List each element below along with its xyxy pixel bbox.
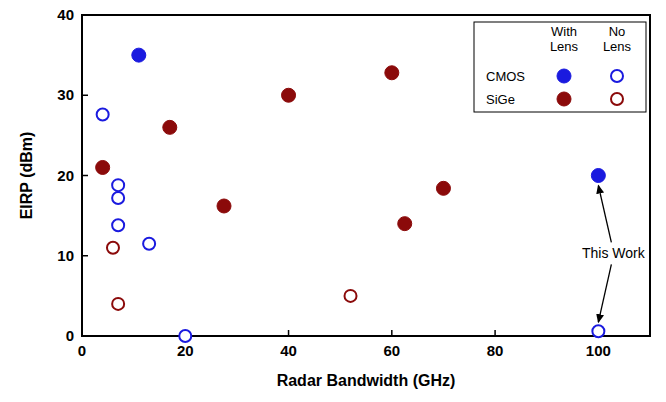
legend-column-word: With — [551, 24, 577, 39]
point — [112, 219, 124, 231]
legend-column: WithLens — [550, 24, 579, 54]
point — [217, 199, 231, 213]
legend-column-word: No — [609, 24, 626, 39]
point — [96, 160, 110, 174]
x-tick-label: 20 — [177, 342, 194, 359]
y-tick-label: 0 — [66, 327, 74, 344]
y-tick — [82, 95, 88, 97]
x-tick-label: 0 — [78, 342, 86, 359]
annotation: This Work — [582, 245, 646, 261]
legend-box — [474, 22, 646, 112]
point — [112, 192, 124, 204]
point — [592, 325, 604, 337]
point — [163, 120, 177, 134]
point — [436, 181, 450, 195]
point — [97, 109, 109, 121]
point — [143, 238, 155, 250]
point — [345, 290, 357, 302]
x-axis-label: Radar Bandwidth (GHz) — [277, 372, 456, 389]
legend-marker — [557, 92, 571, 106]
x-tick-label: 80 — [487, 342, 504, 359]
x-tick — [494, 330, 496, 336]
x-tick-label: 60 — [383, 342, 400, 359]
point — [591, 169, 605, 183]
point — [282, 88, 296, 102]
legend-row: CMOS — [486, 69, 525, 84]
y-tick-label: 20 — [57, 167, 74, 184]
plot-frame — [82, 15, 650, 336]
y-tick-label: 30 — [57, 86, 74, 103]
point — [398, 217, 412, 231]
legend-marker — [611, 70, 623, 82]
y-tick — [82, 175, 88, 177]
point — [179, 330, 191, 342]
annotation-arrow — [598, 186, 611, 243]
x-tick — [81, 330, 83, 336]
legend-marker — [557, 69, 571, 83]
annotation-arrow — [598, 264, 611, 322]
chart: 0 20 40 60 80 100 0 10 20 30 40 Radar Bandwidth (GH… — [0, 0, 666, 402]
point — [132, 48, 146, 62]
y-tick-label: 10 — [57, 247, 74, 264]
x-tick — [391, 330, 393, 336]
legend-row: SiGe — [486, 92, 515, 107]
point — [107, 242, 119, 254]
legend-marker — [611, 93, 623, 105]
point — [112, 298, 124, 310]
x-tick-label: 100 — [586, 342, 611, 359]
y-tick — [82, 14, 88, 16]
x-tick — [288, 330, 290, 336]
point — [112, 179, 124, 191]
y-axis-label: EIRP (dBm) — [18, 132, 35, 220]
y-tick — [82, 255, 88, 257]
y-tick — [82, 335, 88, 337]
legend-column-word: Lens — [603, 39, 632, 54]
point — [385, 66, 399, 80]
x-tick-label: 40 — [280, 342, 297, 359]
y-tick-label: 40 — [57, 6, 74, 23]
legend-column: NoLens — [603, 24, 632, 54]
legend-column-word: Lens — [550, 39, 579, 54]
